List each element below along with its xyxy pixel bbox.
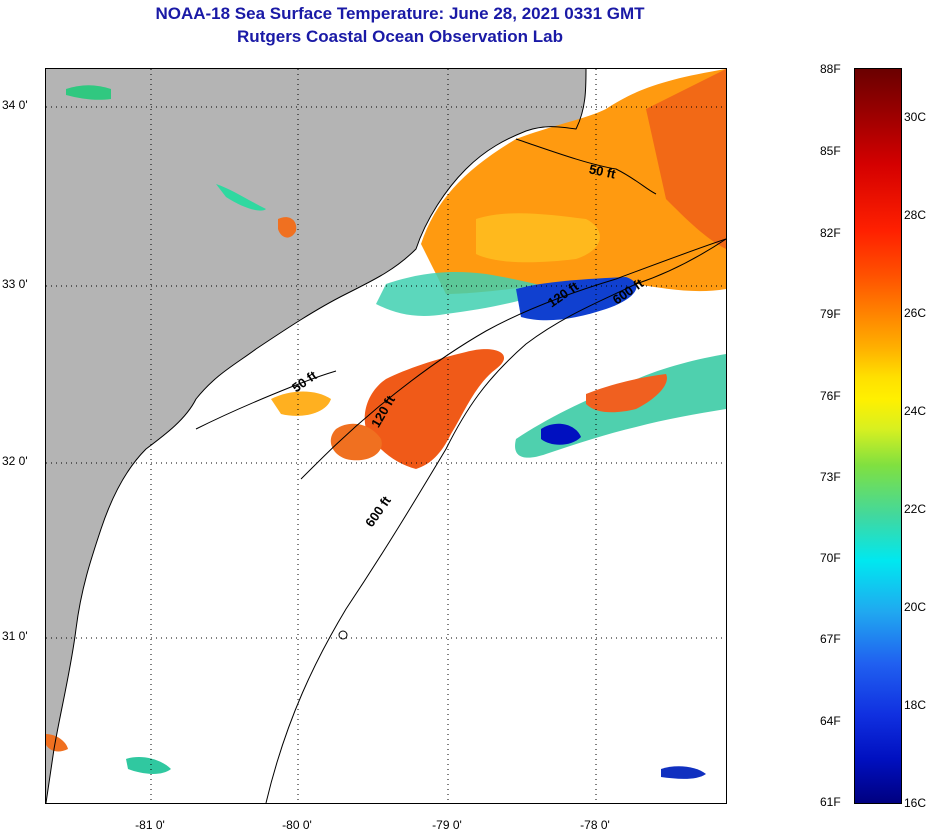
colorbar-c-26: 26C [904, 306, 927, 320]
contour-120ft [300, 238, 726, 480]
colorbar-f-76: 76F [820, 389, 841, 403]
colorbar-c-20: 20C [904, 600, 927, 614]
seamount-contour [338, 630, 348, 640]
cold-patch-2 [541, 423, 581, 445]
warm-yellow-patch [476, 213, 600, 263]
colorbar-f-73: 73F [820, 470, 841, 484]
colorbar-f-67: 67F [820, 632, 841, 646]
coastal-patch-west [271, 391, 331, 416]
colorbar-f-85: 85F [820, 144, 841, 158]
colorbar-f-61: 61F [820, 795, 841, 809]
cool-band-coast [376, 272, 556, 316]
sst-map[interactable]: 50 ft 50 ft 120 ft 120 ft 600 ft 600 ft [45, 68, 727, 804]
cold-patch-1 [516, 277, 637, 321]
colorbar-c-24: 24C [904, 404, 927, 418]
map-subtitle: Rutgers Coastal Ocean Observation Lab [237, 27, 563, 46]
sst-map-svg [46, 69, 726, 803]
island-patch [278, 217, 297, 238]
colorbar-f-82: 82F [820, 226, 841, 240]
colorbar-c-30: 30C [904, 110, 927, 124]
north-patch [66, 85, 111, 100]
colorbar-f-70: 70F [820, 551, 841, 565]
contour-600ft [265, 238, 726, 803]
colorbar-f-79: 79F [820, 307, 841, 321]
colorbar-c-22: 22C [904, 502, 927, 516]
sw-patch [126, 757, 171, 774]
graticule [46, 69, 726, 803]
lat-label-32: 32 0' [2, 454, 28, 468]
colorbar-f-64: 64F [820, 714, 841, 728]
warm-patch-south [330, 423, 382, 461]
lon-label-78: -78 0' [580, 818, 610, 832]
temperature-colorbar [854, 68, 902, 804]
coastline [46, 69, 587, 803]
lat-label-33: 33 0' [2, 277, 28, 291]
hot-water-central [364, 349, 505, 469]
lon-label-81: -81 0' [135, 818, 165, 832]
map-title: NOAA-18 Sea Surface Temperature: June 28… [155, 4, 645, 23]
offshore-hot [586, 374, 667, 413]
sw-patch-2 [46, 734, 68, 752]
se-cold-patch [661, 766, 706, 779]
colorbar-c-28: 28C [904, 208, 927, 222]
land-mass [46, 69, 586, 803]
colorbar-c-18: 18C [904, 698, 927, 712]
island-band [216, 184, 266, 211]
colorbar-c-16: 16C [904, 796, 927, 810]
lon-label-80: -80 0' [282, 818, 312, 832]
lon-label-79: -79 0' [432, 818, 462, 832]
colorbar-f-88: 88F [820, 62, 841, 76]
hot-water-northeast [646, 69, 726, 249]
contour-50ft [195, 138, 657, 430]
lat-label-34: 34 0' [2, 98, 28, 112]
lat-label-31: 31 0' [2, 629, 28, 643]
